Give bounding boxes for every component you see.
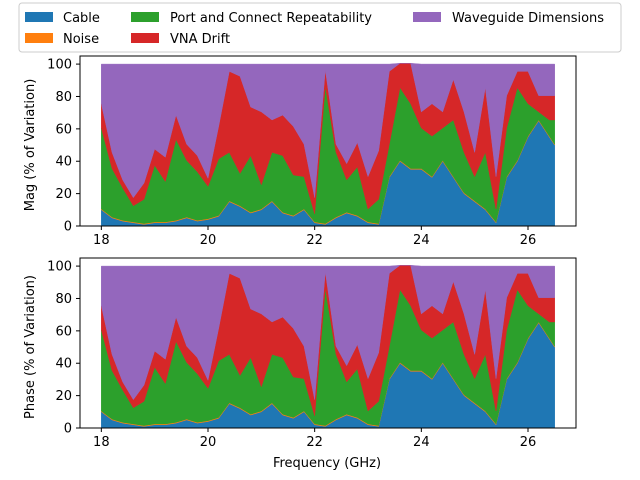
x-tick-label: 22 [306, 435, 323, 450]
phase-axes: 18 20 22 24 26 0 20 40 60 80 100 [47, 257, 577, 450]
y-tick-label: 60 [55, 324, 72, 339]
y-tick-label: 80 [55, 90, 72, 105]
x-tick-label: 22 [306, 233, 323, 248]
y-tick-label: 60 [55, 122, 72, 137]
y-tick-label: 0 [64, 220, 72, 235]
legend-label-waveguide: Waveguide Dimensions [452, 11, 604, 26]
legend-label-cable: Cable [63, 11, 100, 26]
y-tick-label: 40 [55, 155, 72, 170]
axes-frame [79, 55, 577, 227]
x-tick-label: 20 [200, 435, 217, 450]
y-tick-label: 20 [55, 389, 72, 404]
x-tick-label: 24 [413, 233, 430, 248]
area-waveguide-dimensions [101, 63, 555, 199]
legend-swatch-waveguide [413, 12, 441, 22]
legend-swatch-port [131, 12, 159, 22]
legend-swatch-vna-drift [131, 33, 159, 43]
legend-frame [18, 2, 622, 53]
mag-y-axis-label: Mag (% of Variation) [23, 79, 38, 212]
y-tick-label: 40 [55, 357, 72, 372]
legend-label-port: Port and Connect Repeatability [170, 11, 372, 26]
phase-y-axis-label: Phase (% of Variation) [23, 275, 38, 419]
x-axis-label: Frequency (GHz) [273, 456, 381, 471]
legend-swatch-noise [25, 33, 53, 43]
x-tick-label: 26 [520, 435, 537, 450]
x-tick-label: 18 [93, 435, 110, 450]
legend-swatch-cable [25, 12, 53, 22]
y-tick-label: 20 [55, 187, 72, 202]
legend-label-noise: Noise [63, 32, 99, 47]
y-tick-label: 80 [55, 292, 72, 307]
y-tick-label: 100 [47, 260, 72, 275]
x-tick-label: 24 [413, 435, 430, 450]
mag-axes: 18 20 22 24 26 0 20 40 60 80 100 [47, 55, 577, 248]
area-waveguide-dimensions [101, 265, 555, 401]
y-tick-label: 0 [64, 422, 72, 437]
x-tick-label: 20 [200, 233, 217, 248]
legend: Cable Noise Port and Connect Repeatabili… [18, 2, 622, 53]
legend-label-vna-drift: VNA Drift [170, 32, 230, 47]
axes-frame [79, 257, 577, 429]
x-tick-label: 18 [93, 233, 110, 248]
x-tick-label: 26 [520, 233, 537, 248]
y-tick-label: 100 [47, 58, 72, 73]
